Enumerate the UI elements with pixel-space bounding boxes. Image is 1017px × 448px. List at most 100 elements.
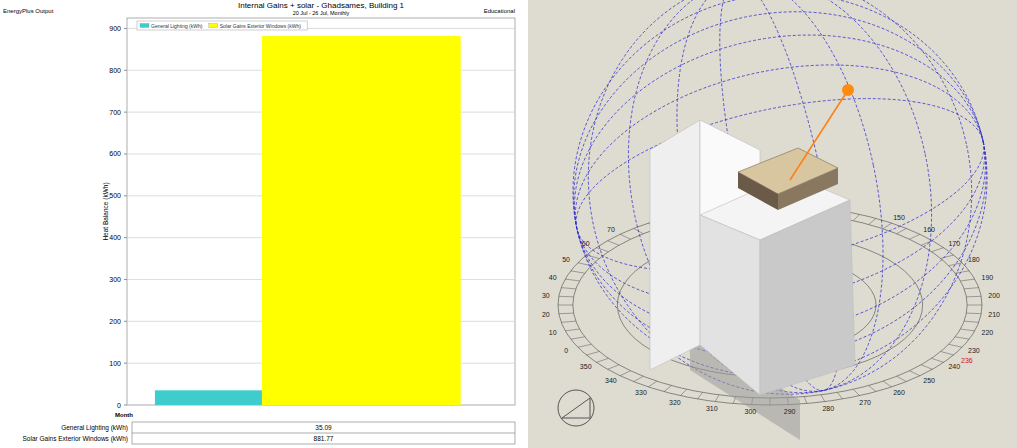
tick-mark [124, 195, 127, 196]
compass-tick [837, 392, 842, 399]
azimuth-label: 150 [893, 214, 905, 221]
bar [262, 36, 461, 405]
compass-tick [697, 392, 702, 399]
sun-path-arc [537, 0, 1017, 415]
sun-path-arc [541, 0, 1017, 396]
compass-tick [821, 395, 825, 402]
azimuth-label: 230 [968, 347, 980, 354]
building [650, 120, 855, 440]
compass-tick [883, 223, 892, 229]
compass-tick [634, 376, 644, 381]
room-wall [778, 168, 838, 210]
hour-line [591, 0, 969, 421]
compass-tick [804, 397, 807, 404]
north-arrow [562, 398, 590, 418]
compass-tick [909, 234, 919, 239]
tick-mark [124, 28, 127, 29]
y-axis-title: Heat Balance (kWh) [102, 182, 110, 240]
y-tick-label: 100 [109, 360, 121, 367]
compass-tick [578, 344, 591, 347]
compass-tick [565, 279, 579, 281]
bars [155, 36, 461, 405]
compass-tick [596, 248, 608, 252]
compass-tick [960, 279, 974, 281]
legend-swatch [140, 24, 149, 28]
compass-tick [949, 344, 962, 347]
facade [650, 120, 700, 370]
y-tick-label: 800 [109, 67, 121, 74]
sun-path-dome [537, 0, 1017, 430]
tick-mark [124, 70, 127, 71]
compass-tick [921, 365, 932, 369]
table-row-label: Solar Gains Exterior Windows (kWh) [23, 435, 128, 443]
compass-tick [941, 352, 954, 356]
legend-box [137, 21, 307, 30]
azimuth-label: 280 [822, 405, 834, 412]
azimuth-label: 20 [542, 311, 550, 318]
azimuth-label: 50 [562, 256, 570, 263]
azimuth-label: 310 [706, 405, 718, 412]
y-tick-label: 200 [109, 318, 121, 325]
compass-tick [561, 321, 576, 322]
table-value: 35.09 [315, 424, 332, 431]
azimuth-label: 60 [582, 240, 590, 247]
tick-mark [124, 153, 127, 154]
compass-tick [561, 288, 576, 289]
compass-tick [680, 389, 686, 395]
compass-tick [559, 296, 574, 298]
azimuth-label: 270 [859, 399, 871, 406]
compass-tick [565, 329, 579, 331]
azimuth-label: 0 [564, 347, 568, 354]
facade [700, 215, 760, 395]
compass-tick [559, 313, 574, 315]
compass-tick [932, 248, 944, 252]
compass-tick [608, 241, 619, 245]
table-rule [132, 433, 515, 434]
azimuth-label: 220 [981, 329, 993, 336]
compass-tick [586, 255, 599, 259]
tick-mark [124, 363, 127, 364]
legend: General Lighting (kWh) Solar Gains Exteri… [137, 21, 307, 30]
tick-mark [124, 112, 127, 113]
compass-tick [932, 358, 944, 362]
compass-tick [960, 329, 974, 331]
compass-tick [620, 371, 630, 376]
sun-ray [790, 90, 848, 180]
azimuth-label: 300 [745, 408, 757, 415]
compass-tick [941, 255, 954, 259]
compass-tick [715, 395, 719, 402]
azimuth-label: 330 [635, 389, 647, 396]
compass-tick [853, 214, 859, 220]
y-tick-label: 600 [109, 150, 121, 157]
compass-tick [853, 389, 859, 395]
sun-path-panel: 0102030405060701501601701801902002102202… [528, 0, 1017, 448]
room-wall [738, 172, 778, 210]
tick-mark [124, 321, 127, 322]
tick-mark [124, 237, 127, 238]
azimuth-label: 40 [549, 274, 557, 281]
compass-tick [897, 376, 907, 381]
compass-tick [571, 337, 585, 339]
hour-line [643, 0, 917, 410]
compass-tick [909, 371, 919, 376]
compass-tick [964, 321, 979, 322]
legend-label: General Lighting (kWh) [151, 23, 203, 29]
table-value: 881.77 [314, 435, 334, 442]
compass-tick [558, 305, 573, 306]
compass-tick [620, 234, 630, 239]
azimuth-label: 30 [542, 292, 550, 299]
page: EnergyPlus OutputEducationalInternal Gai… [0, 0, 1017, 448]
sun [842, 84, 854, 96]
hour-line [550, 0, 1011, 430]
data-table [132, 422, 515, 444]
facade [760, 200, 855, 395]
chart-subtitle: 20 Jul - 26 Jul, Monthly [293, 10, 350, 16]
azimuth-label: 250 [923, 377, 935, 384]
y-tick-label: 0 [117, 402, 121, 409]
legend-swatch [209, 24, 218, 28]
compass-tick [964, 288, 979, 289]
legend-label: Solar Gains Exterior Windows (kWh) [220, 23, 301, 29]
compass-tick [596, 358, 608, 362]
plot-frame [127, 18, 515, 405]
compass-tick [966, 296, 981, 298]
